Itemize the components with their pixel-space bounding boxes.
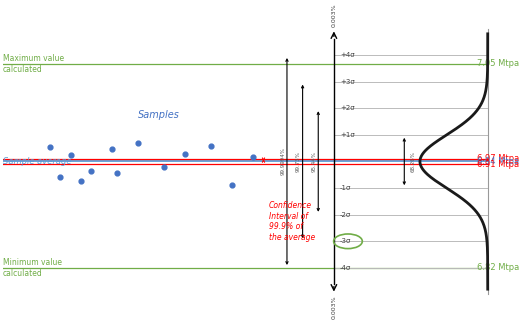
Text: Maximum value
calculated: Maximum value calculated bbox=[3, 54, 64, 74]
Point bbox=[77, 178, 85, 183]
Text: 7.05 Mtpa: 7.05 Mtpa bbox=[477, 59, 519, 68]
Text: 99.9994%: 99.9994% bbox=[280, 148, 285, 175]
Point bbox=[113, 170, 122, 175]
Text: 0.003%: 0.003% bbox=[331, 296, 336, 319]
Point bbox=[249, 154, 257, 159]
Point bbox=[45, 144, 54, 150]
Text: Samples: Samples bbox=[138, 110, 180, 120]
Point bbox=[108, 146, 116, 151]
Text: Minimum value
calculated: Minimum value calculated bbox=[3, 258, 62, 277]
Text: -1σ: -1σ bbox=[340, 185, 352, 191]
Point bbox=[207, 143, 216, 149]
Text: -3σ: -3σ bbox=[340, 238, 352, 244]
Text: 6.94 Mtpa: 6.94 Mtpa bbox=[477, 157, 519, 166]
Point bbox=[56, 175, 64, 180]
Text: 6.91 Mtpa: 6.91 Mtpa bbox=[477, 160, 519, 169]
Point bbox=[228, 183, 237, 188]
Text: +3σ: +3σ bbox=[340, 79, 355, 85]
Text: 99.73%: 99.73% bbox=[296, 151, 301, 172]
Text: -2σ: -2σ bbox=[340, 212, 352, 218]
Text: +2σ: +2σ bbox=[340, 105, 355, 111]
Text: +1σ: +1σ bbox=[340, 132, 355, 138]
Point bbox=[134, 140, 143, 145]
Text: 68.26%: 68.26% bbox=[411, 151, 416, 172]
Text: Confidence
Interval of
99.9% of
the average: Confidence Interval of 99.9% of the aver… bbox=[269, 202, 315, 242]
Text: 0.003%: 0.003% bbox=[331, 4, 336, 27]
Text: 95.44%: 95.44% bbox=[311, 151, 317, 172]
Text: 6.97 Mtpa: 6.97 Mtpa bbox=[477, 154, 519, 163]
Point bbox=[87, 168, 95, 173]
Text: +4σ: +4σ bbox=[340, 52, 355, 58]
Text: -4σ: -4σ bbox=[340, 265, 352, 271]
Text: 6.82 Mtpa: 6.82 Mtpa bbox=[477, 263, 519, 272]
Point bbox=[181, 151, 190, 156]
Text: Sample average: Sample average bbox=[3, 157, 71, 166]
Point bbox=[160, 165, 169, 170]
Point bbox=[66, 152, 75, 157]
